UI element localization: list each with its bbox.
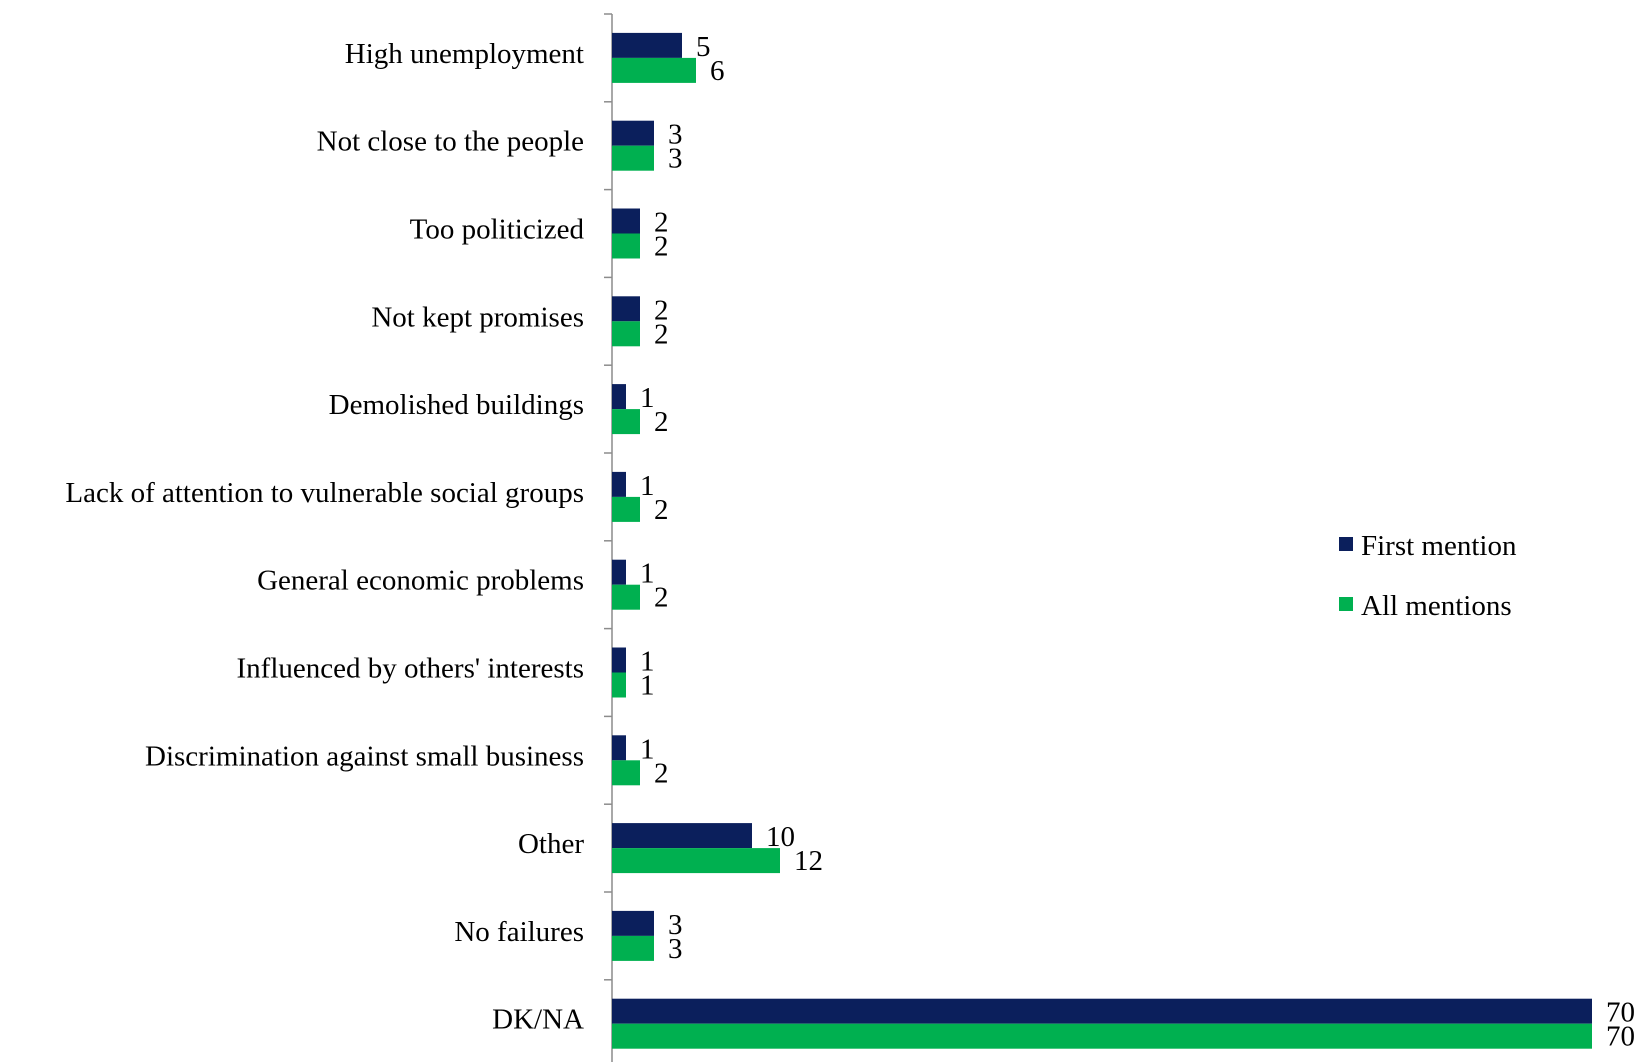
bar-first-mention [612,647,626,673]
y-axis [604,13,613,1062]
bar-first-mention [612,559,626,585]
bar-first-mention [612,471,626,497]
data-label: 2 [654,207,669,239]
legend-swatch-first-mention [1339,537,1353,551]
category-labels: High unemployment Not close to the people… [65,38,584,1036]
data-label: 2 [654,757,669,789]
data-label: 2 [654,582,669,614]
bar-first-mention [612,735,626,761]
bar-all-mentions [612,496,640,522]
category-label: DK/NA [492,1004,584,1036]
data-label: 1 [640,382,655,414]
data-label: 1 [640,670,655,702]
category-label: Lack of attention to vulnerable social g… [65,477,584,509]
bar-first-mention [612,998,1592,1024]
data-label: 70 [1606,997,1635,1029]
category-label: Discrimination against small business [145,740,584,772]
category-label: General economic problems [257,565,584,597]
data-label: 3 [668,119,683,151]
bar-all-mentions [612,672,626,698]
bar-all-mentions [612,1023,1592,1049]
bar-first-mention [612,384,626,410]
data-label: 2 [654,406,669,438]
bar-all-mentions [612,760,640,786]
data-label: 1 [640,470,655,502]
data-label: 1 [640,558,655,590]
bar-all-mentions [612,233,640,259]
legend-label-all-mentions: All mentions [1361,590,1512,622]
bar-all-mentions [612,145,654,171]
data-label: 10 [766,821,795,853]
data-label: 12 [794,845,823,877]
legend-label-first-mention: First mention [1361,530,1517,562]
bar-all-mentions [612,321,640,347]
data-label: 6 [710,55,725,87]
data-label: 1 [640,646,655,678]
bar-all-mentions [612,935,654,961]
bar-all-mentions [612,409,640,435]
data-label: 70 [1606,1021,1635,1053]
bar-all-mentions [612,848,780,874]
legend-swatch-all-mentions [1339,597,1353,611]
bar-first-mention [612,208,640,234]
category-label: Not close to the people [317,126,584,158]
data-label: 2 [654,294,669,326]
bar-first-mention [612,296,640,322]
bar-first-mention [612,910,654,936]
category-label: Not kept promises [371,301,584,333]
data-label: 3 [668,143,683,175]
category-label: Other [518,828,584,860]
legend: First mention All mentions [1339,530,1517,622]
data-label: 2 [654,231,669,263]
bar-all-mentions [612,584,640,610]
bar-all-mentions [612,57,696,83]
bar-first-mention [612,120,654,146]
data-label: 5 [696,31,711,63]
category-label: Too politicized [410,214,585,246]
category-label: Influenced by others' interests [237,653,584,685]
data-label: 1 [640,733,655,765]
bar-first-mention [612,823,752,849]
data-label: 3 [668,909,683,941]
category-label: No failures [454,916,584,948]
data-label: 3 [668,933,683,965]
category-label: Demolished buildings [329,389,584,421]
bars [612,32,1592,1049]
bar-first-mention [612,32,682,58]
category-label: High unemployment [345,38,584,70]
data-label: 2 [654,318,669,350]
data-label: 2 [654,494,669,526]
